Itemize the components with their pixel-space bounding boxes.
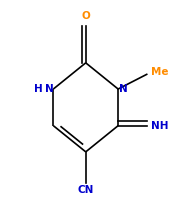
Text: N: N: [45, 84, 54, 94]
Text: NH: NH: [151, 121, 169, 131]
Text: CN: CN: [77, 185, 94, 195]
Text: Me: Me: [151, 67, 169, 77]
Text: H: H: [34, 84, 43, 94]
Text: O: O: [81, 11, 90, 21]
Text: N: N: [119, 84, 128, 94]
